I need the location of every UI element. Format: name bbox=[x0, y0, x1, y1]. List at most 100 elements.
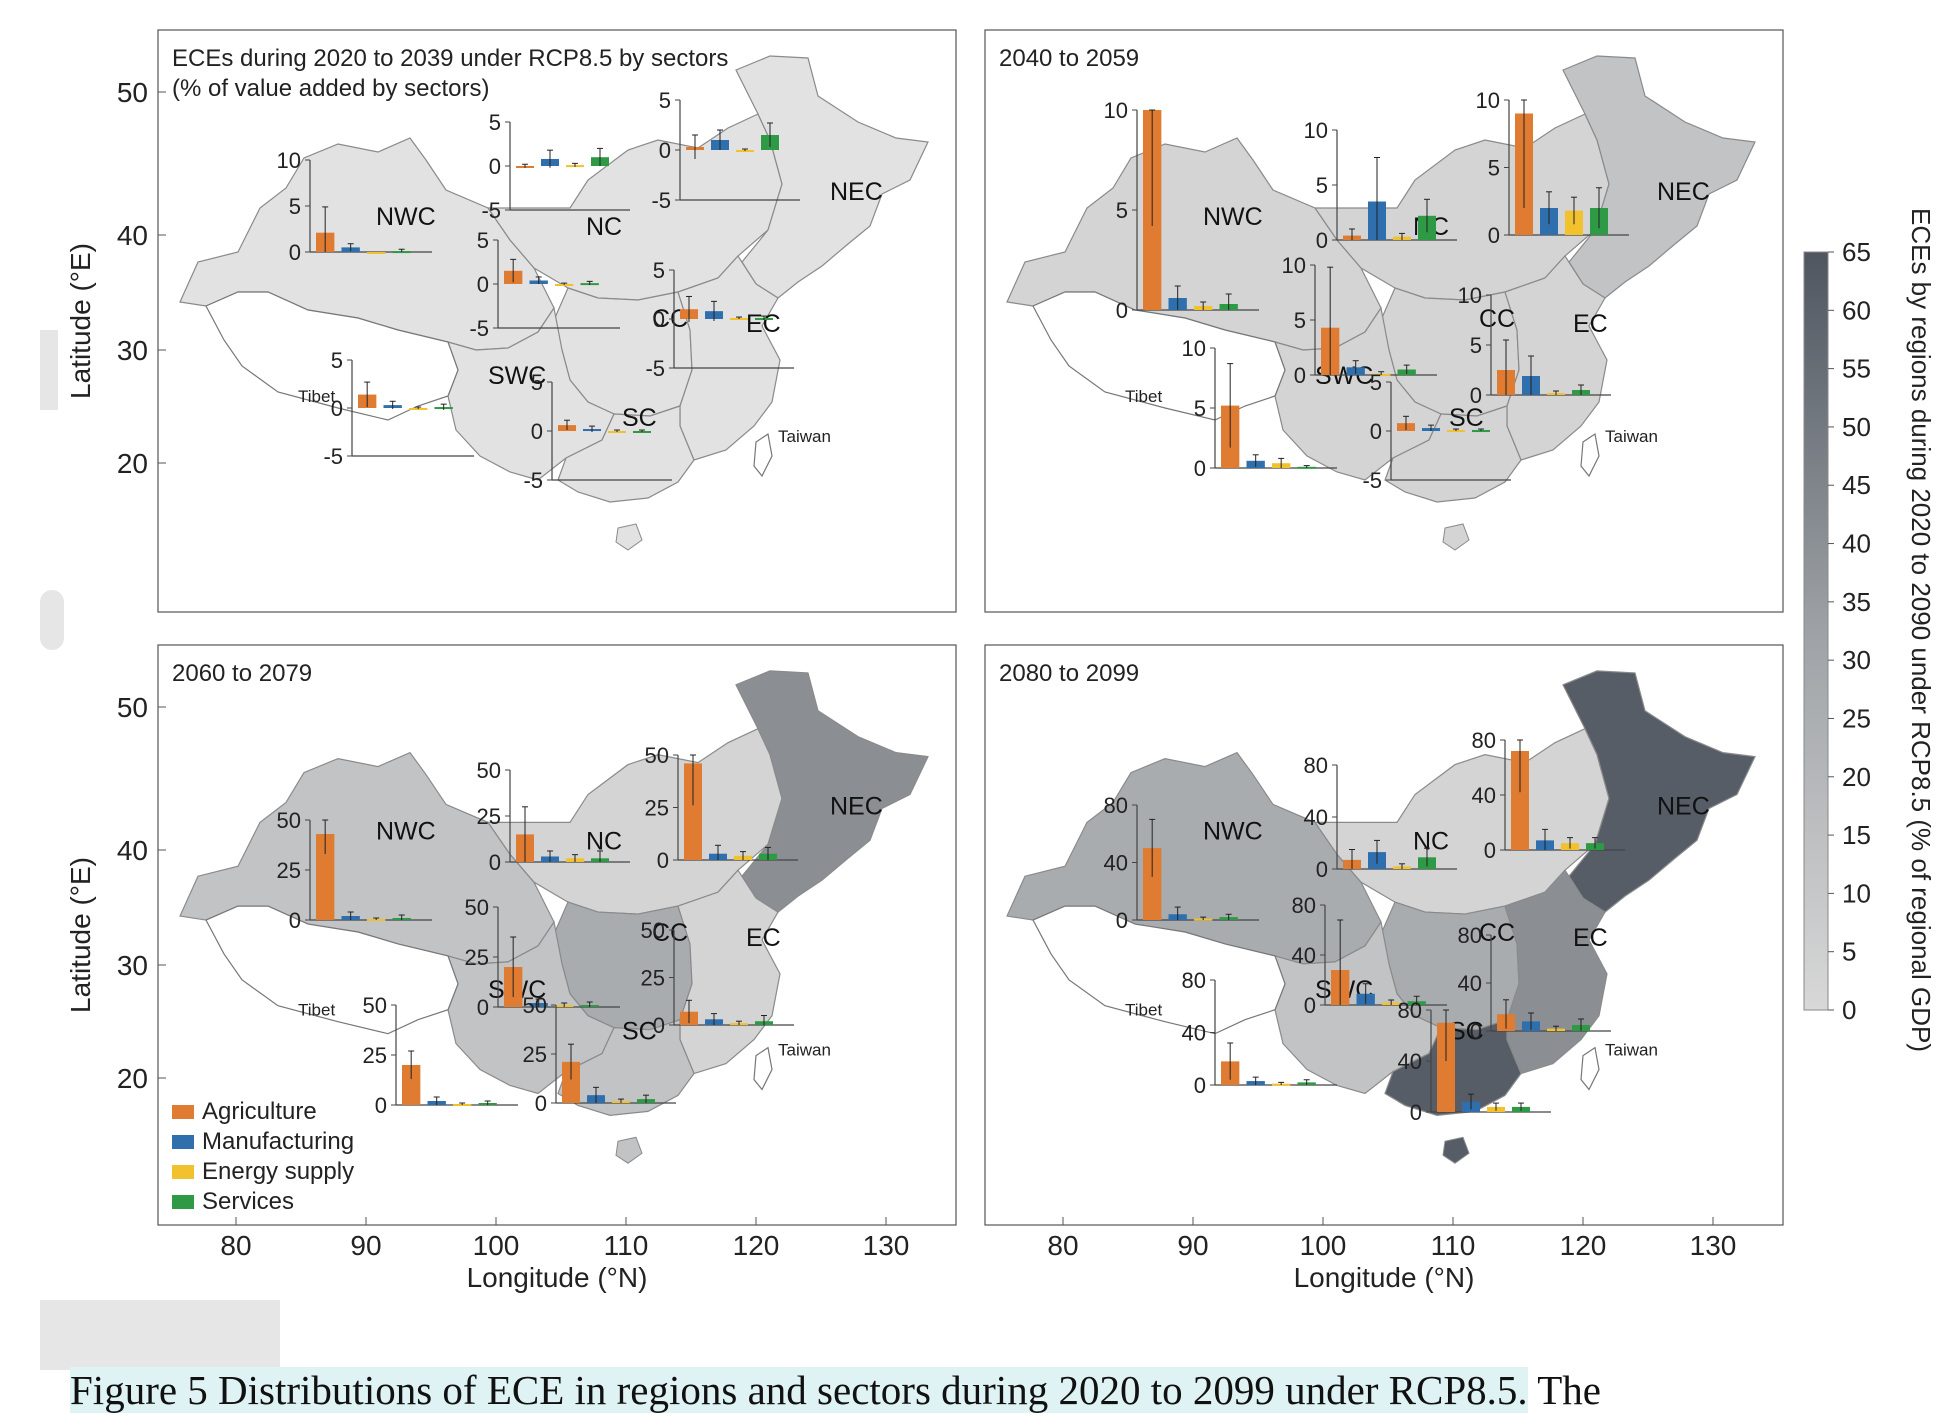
lon-tick-label: 120 bbox=[1560, 1230, 1607, 1261]
lon-tick-label: 100 bbox=[1300, 1230, 1347, 1261]
colorbar-tick-label: 50 bbox=[1842, 412, 1871, 442]
region-label-ec: EC bbox=[746, 924, 781, 952]
island-taiwan bbox=[753, 1046, 773, 1091]
inset-swc: 10 5 0 bbox=[1182, 336, 1337, 481]
inset-tick-label: 25 bbox=[277, 858, 301, 883]
inset-tick-label: 0 bbox=[489, 154, 501, 179]
region-tibet bbox=[1032, 905, 1286, 1035]
colorbar-tick-label: 30 bbox=[1842, 645, 1871, 675]
inset-tick-label: 0 bbox=[1410, 1100, 1422, 1125]
legend-label-services: Services bbox=[202, 1188, 294, 1215]
inset-tick-label: 0 bbox=[1194, 456, 1206, 481]
lat-tick-label: 40 bbox=[117, 220, 148, 251]
lat-tick-label: 20 bbox=[117, 448, 148, 479]
region-ec bbox=[677, 869, 781, 1075]
lon-tick-label: 120 bbox=[733, 1230, 780, 1261]
bar-energy-supply bbox=[730, 318, 748, 321]
bar-services bbox=[392, 251, 411, 254]
inset-tick-label: -5 bbox=[645, 356, 665, 381]
lat-tick-label: 30 bbox=[117, 950, 148, 981]
region-label-ec: EC bbox=[1573, 310, 1608, 338]
y-axis-label: Latitude (°E) bbox=[65, 243, 96, 399]
bar-energy-supply bbox=[608, 431, 626, 433]
label-tibet: Tibet bbox=[1125, 387, 1162, 406]
colorbar-tick-label: 40 bbox=[1842, 529, 1871, 559]
legend-swatch-agriculture bbox=[172, 1105, 194, 1119]
inset-tick-label: -5 bbox=[651, 188, 671, 213]
inset-nc: 80 40 0 bbox=[1304, 753, 1457, 882]
inset-tick-label: 10 bbox=[277, 148, 301, 173]
legend: Agriculture Manufacturing Energy supply Ser… bbox=[172, 1098, 354, 1215]
region-sc bbox=[557, 405, 695, 503]
inset-tick-label: 0 bbox=[535, 1091, 547, 1116]
inset-tick-label: 0 bbox=[653, 1013, 665, 1038]
inset-tick-label: 0 bbox=[1470, 383, 1482, 408]
inset-tick-label: 0 bbox=[1316, 857, 1328, 882]
inset-swc: 50 25 0 bbox=[363, 993, 518, 1118]
inset-tick-label: 25 bbox=[465, 945, 489, 970]
inset-tick-label: 5 bbox=[1116, 198, 1128, 223]
x-axis-label: Longitude (°N) bbox=[1294, 1262, 1475, 1293]
colorbar-tick-label: 35 bbox=[1842, 587, 1871, 617]
map bbox=[179, 670, 929, 1164]
lat-tick-label: 30 bbox=[117, 335, 148, 366]
inset-tick-label: 5 bbox=[331, 348, 343, 373]
inset-sc: 5 0 -5 bbox=[1362, 370, 1511, 493]
legend-swatch-manufacturing bbox=[172, 1135, 194, 1149]
inset-tick-label: 40 bbox=[1304, 805, 1328, 830]
panel-title: ECEs during 2020 to 2039 under RCP8.5 by… bbox=[172, 45, 728, 72]
inset-tick-label: -5 bbox=[481, 198, 501, 223]
island-hainan bbox=[1442, 523, 1470, 551]
inset-tick-label: 50 bbox=[645, 743, 669, 768]
region-label-sc: SC bbox=[622, 1018, 657, 1046]
inset-tick-label: 5 bbox=[289, 194, 301, 219]
inset-tick-label: 5 bbox=[1370, 370, 1382, 395]
colorbar-ramp bbox=[1803, 251, 1829, 1011]
bar-energy-supply bbox=[1447, 430, 1465, 433]
bar-agriculture bbox=[1437, 1022, 1455, 1112]
inset-tick-label: 40 bbox=[1458, 971, 1482, 996]
inset-tick-label: 0 bbox=[531, 419, 543, 444]
inset-tick-label: 25 bbox=[363, 1043, 387, 1068]
region-label-cc: CC bbox=[652, 919, 688, 947]
bar-agriculture bbox=[684, 763, 702, 860]
region-tibet bbox=[205, 291, 459, 421]
inset-tick-label: 0 bbox=[289, 908, 301, 933]
inset-sc: 80 40 0 bbox=[1398, 998, 1551, 1125]
bar-agriculture bbox=[316, 834, 335, 920]
inset-nec: 50 25 0 bbox=[645, 743, 798, 873]
inset-tick-label: 25 bbox=[641, 966, 665, 991]
region-label-sc: SC bbox=[1449, 404, 1484, 432]
caption-highlight: Figure 5 Distributions of ECE in regions… bbox=[70, 1367, 1528, 1413]
lon-tick-label: 80 bbox=[1047, 1230, 1078, 1261]
inset-tick-label: 50 bbox=[277, 808, 301, 833]
region-label-nwc: NWC bbox=[1203, 203, 1263, 231]
inset-nc: 10 5 0 bbox=[1304, 118, 1457, 253]
inset-ec: 80 40 0 bbox=[1458, 923, 1611, 1044]
lon-tick-label: 130 bbox=[863, 1230, 910, 1261]
region-label-nec: NEC bbox=[1657, 792, 1710, 820]
inset-tick-label: 0 bbox=[1294, 363, 1306, 388]
region-tibet bbox=[1032, 291, 1286, 421]
panel-1: Tibet Taiwan ECEs during 2020 to 2039 unde… bbox=[65, 29, 957, 613]
panel-title: 2040 to 2059 bbox=[999, 45, 1139, 72]
inset-nwc: 50 25 0 bbox=[277, 808, 432, 933]
inset-sc: 50 25 0 bbox=[523, 993, 676, 1116]
inset-tick-label: 0 bbox=[1470, 1019, 1482, 1044]
inset-tick-label: 80 bbox=[1398, 998, 1422, 1023]
inset-tick-label: 0 bbox=[489, 850, 501, 875]
lon-tick-label: 90 bbox=[1177, 1230, 1208, 1261]
inset-nec: 5 0 -5 bbox=[651, 88, 800, 213]
inset-nec: 80 40 0 bbox=[1472, 728, 1625, 863]
label-taiwan: Taiwan bbox=[1605, 427, 1658, 446]
legend-label-manufacturing: Manufacturing bbox=[202, 1128, 354, 1155]
colorbar-tick-label: 65 bbox=[1842, 237, 1871, 267]
island-taiwan bbox=[753, 432, 773, 478]
figure-caption: Figure 5 Distributions of ECE in regions… bbox=[70, 1366, 1601, 1414]
inset-tick-label: 0 bbox=[1316, 228, 1328, 253]
inset-tick-label: 25 bbox=[645, 796, 669, 821]
inset-tick-label: 80 bbox=[1472, 728, 1496, 753]
panel-title: 2060 to 2079 bbox=[172, 660, 312, 687]
